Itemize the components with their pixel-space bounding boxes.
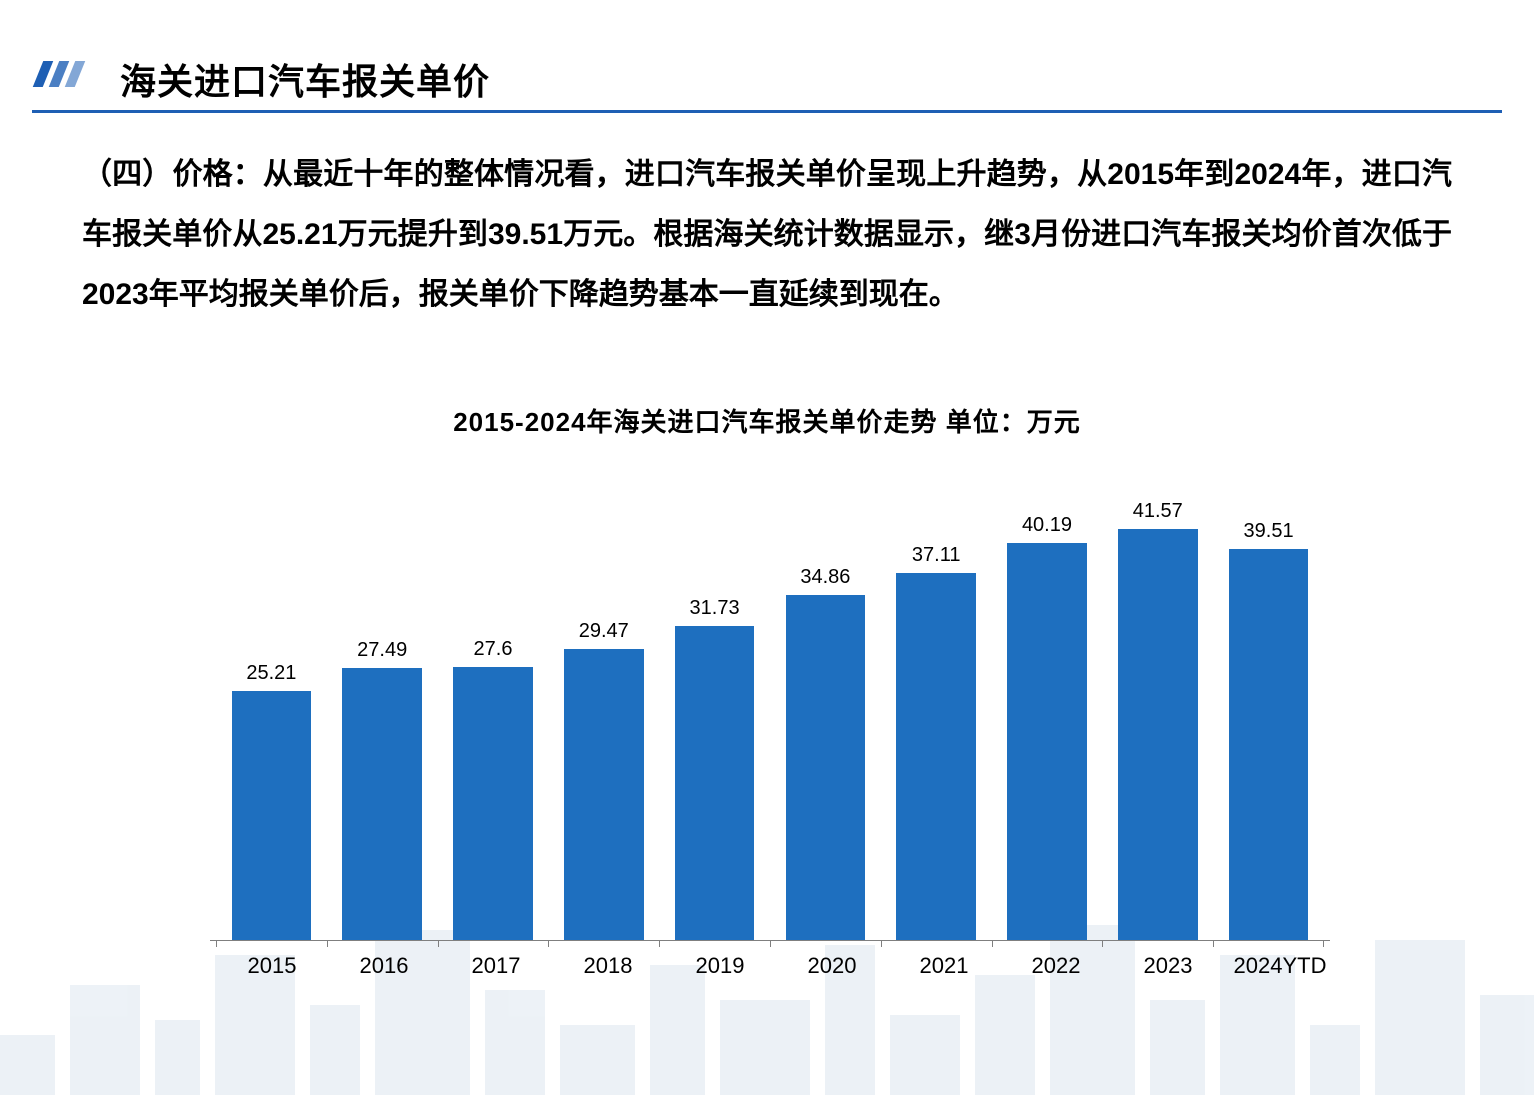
bar-slot: 40.19 [992,495,1103,940]
x-axis-label: 2023 [1112,945,1224,985]
bar-chart: 25.21 27.49 27.6 29.47 31.73 34.86 37.11 40.19 4… [210,495,1330,985]
bar-slot: 25.21 [216,495,327,940]
skyline-building [560,1025,635,1095]
x-axis-label: 2020 [776,945,888,985]
bar-rect [786,595,866,940]
bar-value-label: 37.11 [912,544,961,567]
skyline-building [485,990,545,1095]
bar-rect [896,573,976,940]
skyline-building [720,1000,810,1095]
skyline-building [1480,995,1534,1095]
x-axis-label: 2019 [664,945,776,985]
bar-slot: 27.49 [327,495,438,940]
skyline-building [1310,1025,1360,1095]
chart-bars-container: 25.21 27.49 27.6 29.47 31.73 34.86 37.11 40.19 4… [210,495,1330,940]
chart-x-axis-labels: 2015201620172018201920202021202220232024… [210,945,1342,985]
bar-rect [564,649,644,940]
slide-title: 海关进口汽车报关单价 [120,53,490,105]
bar-slot: 34.86 [770,495,881,940]
x-axis-label: 2022 [1000,945,1112,985]
bar-slot: 41.57 [1102,495,1213,940]
x-axis-label: 2024YTD [1224,945,1336,985]
bar-value-label: 40.19 [1022,514,1072,537]
x-axis-label: 2016 [328,945,440,985]
skyline-building [70,985,140,1095]
chart-title: 2015-2024年海关进口汽车报关单价走势 单位：万元 [0,402,1534,439]
bar-value-label: 39.51 [1244,520,1294,543]
bar-rect [675,626,755,940]
bar-value-label: 34.86 [800,566,850,589]
bar-slot: 27.6 [438,495,549,940]
x-axis-label: 2015 [216,945,328,985]
bar-slot: 37.11 [881,495,992,940]
bar-value-label: 29.47 [579,620,629,643]
bar-slot: 39.51 [1213,495,1324,940]
header-accent-icon [38,61,96,93]
bar-value-label: 27.6 [474,638,513,661]
slide-header: 海关进口汽车报关单价 [32,55,1502,113]
bar-rect [1229,549,1309,940]
bar-value-label: 41.57 [1133,500,1183,523]
bar-rect [1118,529,1198,940]
bar-rect [232,691,312,940]
bar-slot: 29.47 [548,495,659,940]
x-axis-label: 2018 [552,945,664,985]
bar-value-label: 31.73 [690,597,740,620]
bar-slot: 31.73 [659,495,770,940]
skyline-building [310,1005,360,1095]
skyline-building [1150,1000,1205,1095]
bar-rect [1007,543,1087,940]
skyline-building [155,1020,200,1095]
skyline-building [0,1035,55,1095]
bar-value-label: 27.49 [357,639,407,662]
bar-rect [453,667,533,940]
skyline-building [1375,940,1465,1095]
skyline-building [975,975,1035,1095]
x-axis-label: 2021 [888,945,1000,985]
bar-rect [342,668,422,940]
x-axis-label: 2017 [440,945,552,985]
skyline-building [890,1015,960,1095]
body-paragraph: （四）价格：从最近十年的整体情况看，进口汽车报关单价呈现上升趋势，从2015年到… [82,145,1452,325]
bar-value-label: 25.21 [246,662,296,685]
chart-plot-area: 25.21 27.49 27.6 29.47 31.73 34.86 37.11 40.19 4… [210,495,1330,941]
